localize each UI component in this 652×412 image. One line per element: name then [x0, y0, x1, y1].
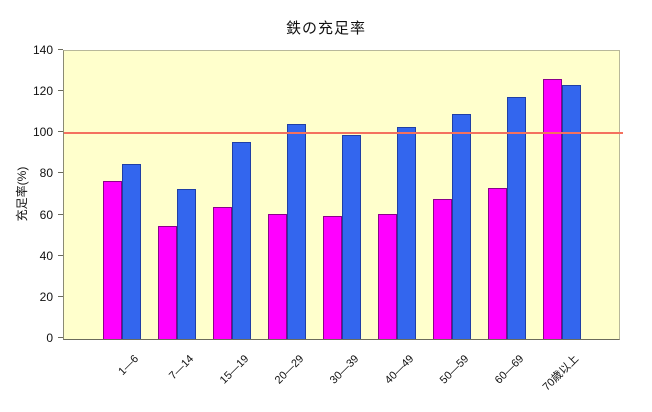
x-tick-label: 1—6 — [116, 352, 142, 378]
bar-series-2-blue-5 — [396, 127, 416, 339]
bar-series-2-blue-7 — [506, 97, 526, 339]
reference-line-100 — [64, 132, 623, 135]
x-tick-label: 50—59 — [437, 352, 472, 387]
bar-series-2-blue-0 — [121, 164, 141, 339]
y-tick-mark — [58, 172, 63, 174]
y-tick-label: 140 — [32, 43, 53, 57]
bar-series-1-magenta-7 — [487, 187, 507, 339]
y-tick-mark — [58, 131, 63, 133]
bar-series-1-magenta-0 — [102, 180, 122, 339]
y-tick-mark — [58, 337, 63, 338]
bar-series-2-blue-8 — [561, 84, 581, 339]
y-tick-label: 20 — [39, 289, 53, 304]
x-tick-label: 15—19 — [217, 352, 252, 387]
bar-series-2-blue-2 — [231, 141, 251, 339]
bar-series-1-magenta-2 — [212, 207, 232, 339]
y-tick-mark — [58, 295, 63, 297]
bar-series-1-magenta-1 — [157, 225, 177, 339]
x-tick-label: 60—69 — [492, 352, 527, 387]
y-tick-label: 120 — [32, 84, 53, 99]
y-tick-mark — [58, 90, 63, 92]
bar-series-1-magenta-4 — [322, 215, 342, 339]
y-tick-label: 40 — [39, 248, 53, 263]
bar-series-2-blue-3 — [286, 124, 306, 339]
plot-area — [63, 50, 623, 340]
chart-title: 鉄の充足率 — [285, 20, 366, 37]
y-tick-mark — [58, 213, 63, 215]
x-tick-label: 30—39 — [327, 352, 362, 387]
bar-series-2-blue-1 — [176, 188, 196, 339]
bar-series-1-magenta-5 — [377, 213, 397, 339]
x-tick-label: 70歳以上 — [540, 352, 582, 394]
x-tick-label: 40—49 — [382, 352, 417, 387]
y-tick-label: 0 — [46, 331, 53, 345]
y-tick-mark — [58, 254, 63, 256]
x-tick-label: 7—14 — [167, 352, 197, 383]
y-axis-label: 充足率(%) — [15, 166, 29, 222]
y-tick-label: 80 — [39, 166, 53, 181]
x-tick-label: 20—29 — [272, 352, 307, 387]
y-tick-label: 100 — [32, 125, 53, 140]
y-tick-mark — [58, 49, 63, 50]
bar-series-2-blue-4 — [341, 135, 361, 339]
bar-series-1-magenta-6 — [432, 199, 452, 339]
bar-series-1-magenta-8 — [542, 78, 562, 339]
bar-series-1-magenta-3 — [267, 213, 287, 339]
y-tick-label: 60 — [39, 207, 53, 222]
bar-series-2-blue-6 — [451, 113, 471, 339]
